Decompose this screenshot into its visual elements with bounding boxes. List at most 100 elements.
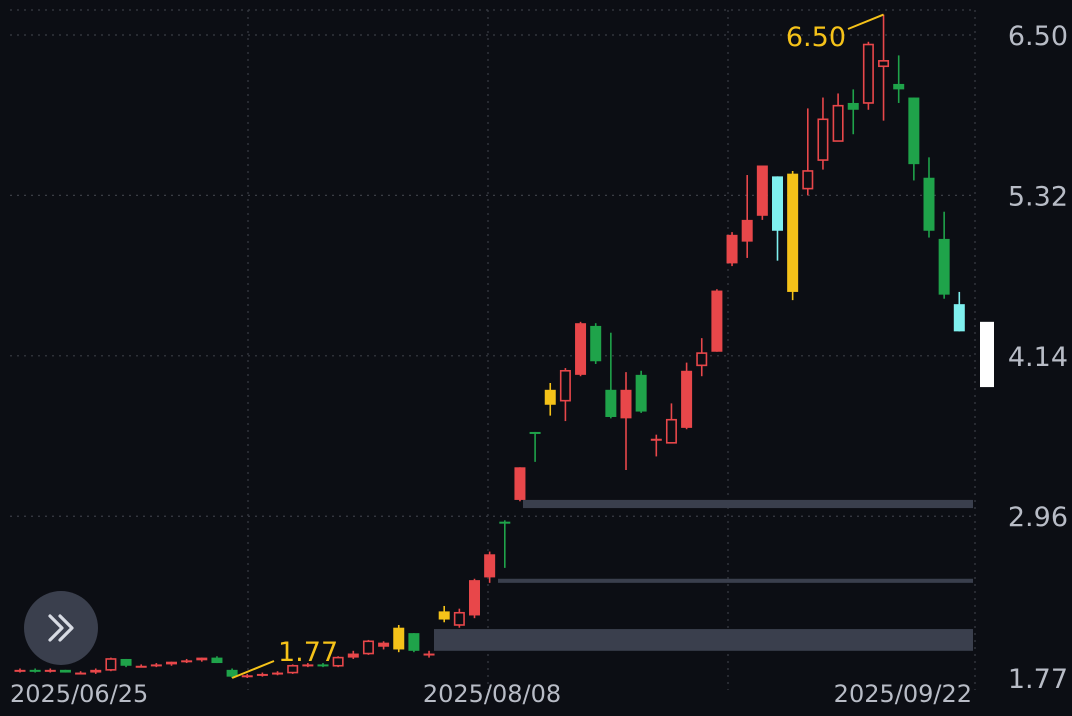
candle-body (711, 290, 723, 352)
candle (332, 656, 344, 668)
candle (878, 14, 890, 121)
candle-body (817, 118, 829, 161)
candle-body (423, 653, 435, 656)
candle-body (893, 83, 905, 90)
candle-body (832, 104, 844, 142)
candle-body (469, 580, 480, 616)
x-tick-label: 2025/08/08 (423, 680, 561, 708)
candle (120, 658, 132, 668)
candle-body (44, 669, 56, 672)
candle (29, 668, 41, 673)
candle-body (29, 669, 41, 672)
candle (347, 650, 359, 659)
candle-body (847, 102, 859, 110)
candle (59, 669, 71, 673)
candle-body (741, 219, 753, 242)
candle-body (59, 669, 71, 673)
candle-body (393, 627, 405, 650)
candle (575, 321, 587, 377)
candle-body (878, 60, 890, 68)
candle (393, 624, 405, 653)
candle-body (772, 176, 783, 231)
candle (620, 372, 632, 471)
candle (211, 656, 223, 664)
candle (514, 467, 526, 502)
y-tick-label: 6.50 (1008, 21, 1068, 52)
candle-body (135, 665, 147, 668)
candle-body (287, 664, 299, 674)
candle-body (226, 669, 238, 677)
x-axis: 2025/06/25 2025/08/08 2025/09/22 (10, 680, 972, 708)
candle (105, 657, 117, 672)
candle-body (590, 325, 602, 362)
candle (635, 370, 647, 413)
candle (484, 551, 496, 583)
candle-body (256, 673, 268, 676)
candle (90, 668, 102, 674)
candle (408, 633, 420, 653)
annotation-low-label: 1.77 (278, 637, 338, 668)
candle (272, 671, 284, 676)
candle (559, 368, 571, 422)
candle-body (453, 611, 465, 626)
y-tick-label: 4.14 (1008, 342, 1068, 373)
candle-body (362, 640, 374, 655)
candle-body (787, 173, 799, 292)
candle (862, 41, 874, 110)
candle (529, 431, 541, 462)
candle-body (908, 97, 920, 165)
candle (893, 55, 905, 103)
candle-body (681, 370, 693, 428)
candle-body (938, 238, 950, 295)
x-tick-label: 2025/06/25 (10, 680, 148, 708)
y-axis: 6.50 5.32 4.14 2.96 1.77 (1008, 21, 1068, 695)
candle-body (150, 664, 162, 667)
candle-body (14, 669, 26, 672)
candle (438, 605, 450, 623)
candle (726, 232, 738, 267)
y-tick-label: 1.77 (1008, 664, 1068, 695)
volume-profile-bands (434, 499, 973, 651)
candle-body (484, 554, 496, 578)
candle (832, 93, 844, 142)
expand-button[interactable] (24, 591, 98, 665)
candle-body (196, 657, 208, 661)
candle-body (332, 656, 344, 667)
candle (241, 673, 253, 678)
candle-body (862, 43, 874, 104)
candle-body (317, 664, 329, 667)
candle (787, 170, 799, 301)
grid-lines (10, 9, 976, 690)
candle-body (211, 657, 223, 664)
candle (453, 608, 465, 628)
candle-body (756, 165, 768, 216)
candle-body (499, 521, 511, 524)
candle (953, 291, 965, 332)
candle (362, 639, 374, 655)
volume-profile-band (498, 578, 973, 583)
y-tick-label: 5.32 (1008, 181, 1068, 212)
candle (817, 97, 829, 170)
current-price-marker (980, 321, 994, 388)
candle (302, 663, 314, 668)
candle (938, 211, 950, 299)
candle (317, 663, 329, 668)
candles (14, 14, 965, 678)
candle (150, 663, 162, 668)
candle (711, 289, 723, 352)
candle (181, 658, 193, 664)
candle (287, 664, 299, 674)
candle (226, 668, 238, 678)
candle-body (559, 369, 571, 402)
candle (772, 176, 783, 261)
candle-body (620, 389, 632, 419)
volume-profile-band (434, 629, 973, 651)
annotation-high-label: 6.50 (786, 22, 846, 53)
candle-body (802, 170, 814, 190)
candle (741, 175, 753, 258)
candle-body (347, 653, 359, 658)
double-chevron-right-icon (48, 614, 74, 642)
candle-body (635, 374, 647, 412)
candle-body (726, 234, 738, 264)
candle (590, 323, 602, 364)
